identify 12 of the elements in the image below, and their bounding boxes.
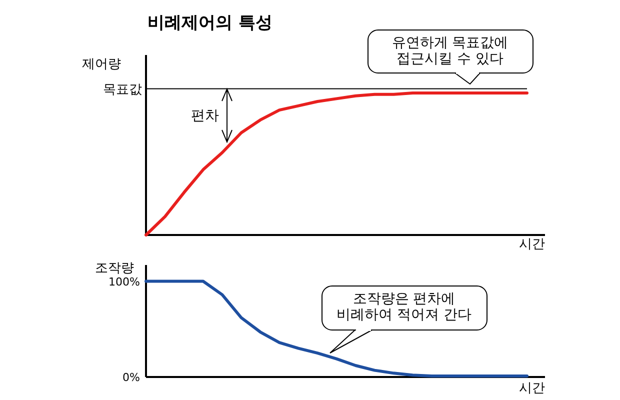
x-axis-title: 시간 — [519, 237, 545, 252]
text: 유연하게 목표값에 접근시킬 수 있다 — [392, 35, 508, 68]
x-axis-title: 시간 — [519, 381, 545, 396]
y-axis-title: 조작량 — [95, 261, 134, 276]
y-tick-label: 100% — [108, 275, 140, 288]
annotation: 편차 — [191, 108, 219, 124]
ref-line-label: 목표값 — [103, 82, 142, 98]
y-tick-label: 0% — [122, 371, 140, 384]
line-series — [144, 280, 528, 378]
y-axis-title: 제어량 — [82, 57, 121, 72]
annotation: 조작량은 편차에 비례하여 적어져 간다 — [336, 291, 472, 324]
chart-title: 비례제어의 특성 — [148, 13, 272, 33]
